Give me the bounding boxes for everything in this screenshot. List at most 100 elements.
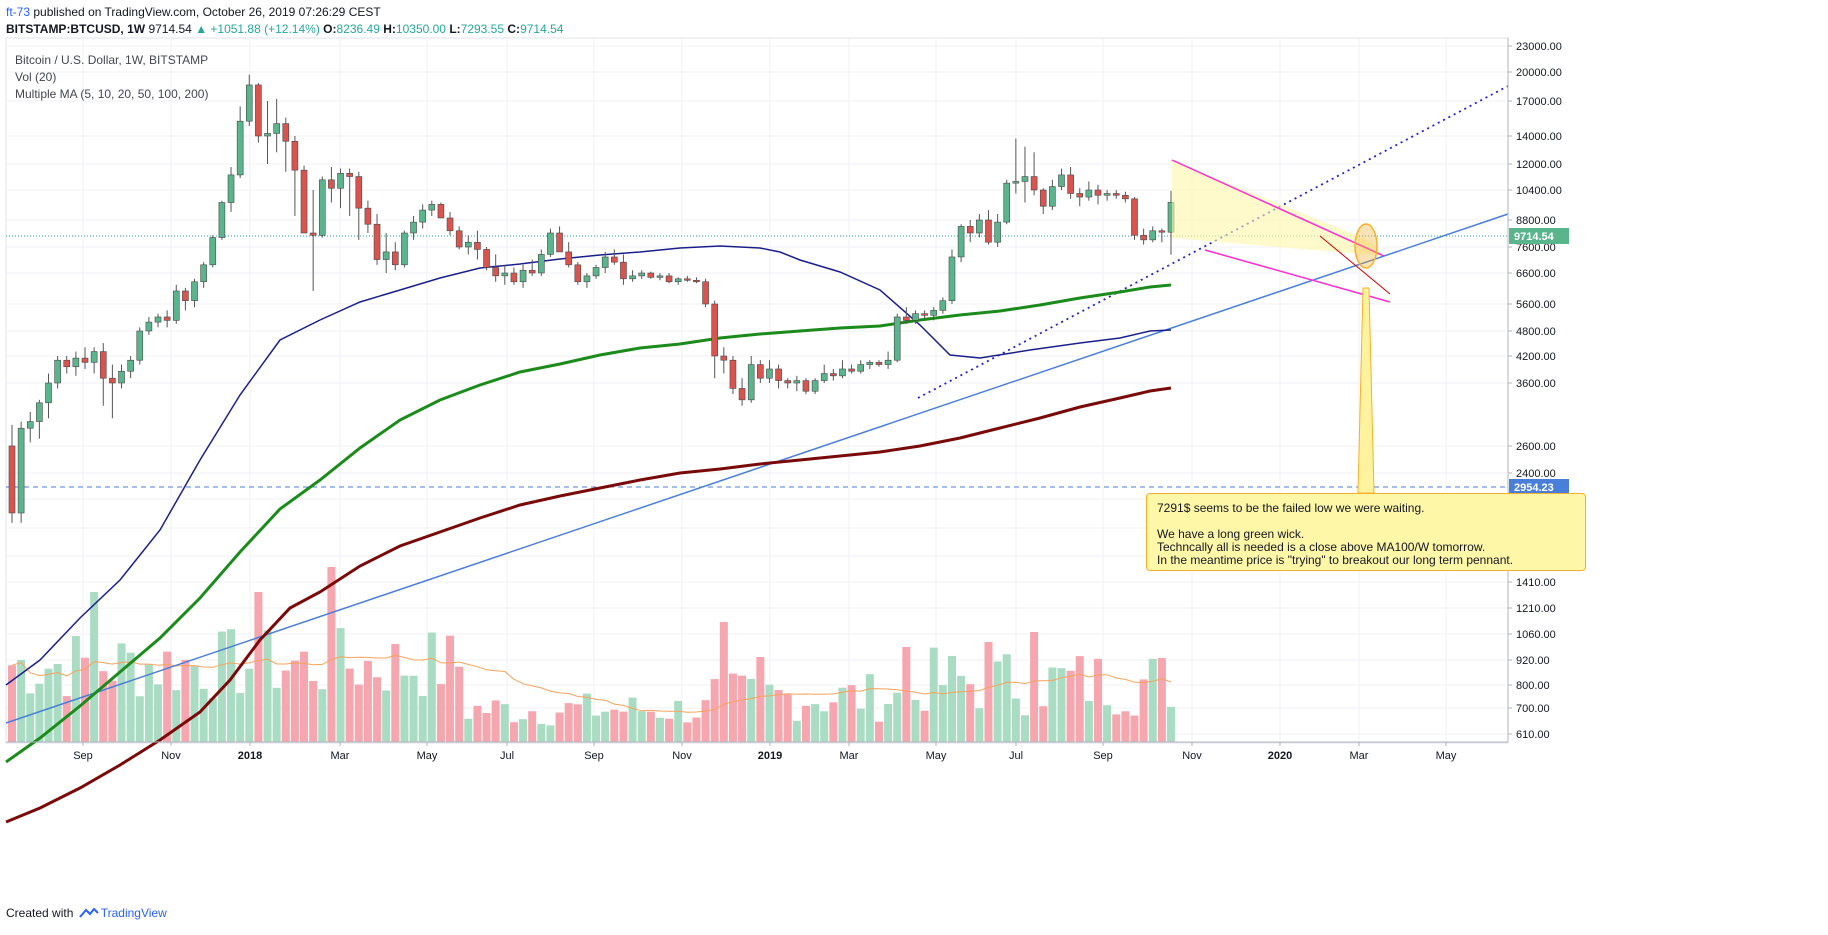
candle-body [1131,198,1138,236]
candle [1030,152,1038,196]
low-value: 7293.55 [460,22,505,36]
candle-body [519,269,527,283]
candle [747,356,755,403]
footer-credit: Created with TradingView [6,905,167,921]
candle-body [547,232,554,255]
candle [419,204,426,229]
candle-body [1085,189,1093,198]
candle [163,310,171,328]
candle [994,213,1001,247]
candle-body [528,269,536,274]
candle [501,264,509,285]
candle [611,249,618,265]
candle-body [738,388,746,401]
time-axis-label: Mar [331,750,350,762]
candle [1131,197,1138,240]
long-trend-line [5,213,1509,724]
ma-100-line [5,283,1172,764]
volume-bar [318,689,327,742]
candle [154,313,162,328]
candle [1012,138,1020,194]
candle-body [109,377,116,384]
candle [875,360,883,367]
volume-bar [1030,632,1039,742]
candle [857,360,865,374]
candle-body [912,313,919,321]
candle [1122,191,1129,203]
candle-body [976,219,983,234]
candle [63,356,71,374]
legend-ma: Multiple MA (5, 10, 20, 50, 100, 200) [15,87,209,101]
chart-legend: Bitcoin / U.S. Dollar, 1W, BITSTAMP Vol … [15,52,208,103]
volume-bar [418,696,427,742]
candle [437,202,445,219]
candle-body [1140,234,1147,241]
candle [1103,190,1111,201]
candle [893,313,901,363]
candle-body [474,241,481,250]
volume-bar [728,673,737,742]
volume-bar [144,664,153,742]
volume-bar [354,684,363,742]
legend-symbol-title: Bitcoin / U.S. Dollar, 1W, BITSTAMP [15,53,209,67]
legend-volume: Vol (20) [15,70,57,84]
current-price-flag-text: 9714.54 [1514,231,1555,243]
candle [957,224,965,263]
volume-bar [163,651,172,742]
candle-body [601,256,609,268]
volume-bar [1075,656,1084,742]
callout-annotation[interactable]: 7291$ seems to be the failed low we were… [1146,493,1586,571]
volume-bar [619,711,628,742]
candle-body [309,232,317,236]
candle [273,98,280,153]
candle-body [620,261,627,280]
volume-bar [966,684,975,742]
candle [510,267,518,285]
candle-body [875,362,883,365]
volume-bar [99,671,108,742]
candle-body [291,140,299,171]
candle-body [784,380,792,384]
candle-body [638,272,645,277]
candle-body [446,217,454,232]
candle-body [245,84,253,122]
candle [227,167,235,213]
volume-bar [181,659,190,742]
open-label: O: [323,22,337,36]
candle [145,316,153,335]
volume-bar [236,692,245,742]
candle [684,275,691,282]
candle [90,347,98,374]
volume-bar [592,715,601,742]
volume-ma [11,654,1172,713]
volume-bar [473,705,482,742]
candle-body [1149,230,1157,241]
volume-bar [263,630,272,742]
author-link[interactable]: ft-73 [6,5,31,19]
volume-bar [35,683,44,742]
candle [373,213,381,265]
price-axis-label: 610.00 [1516,729,1550,741]
volume-bar [820,711,829,742]
tradingview-brand-link[interactable]: TradingView [100,906,167,920]
volume-bar [938,685,947,742]
time-axis-label: Jul [1009,750,1023,762]
candle [702,278,709,308]
volume-bar [655,717,664,742]
candle-body [866,362,874,365]
time-axis-label: Sep [73,750,93,762]
time-axis-label: 2018 [238,750,262,762]
volume-bar [710,679,719,742]
time-axis-label: Nov [161,750,181,762]
candle-body [930,310,938,316]
annotation-line-4: In the meantime price is "trying" to bre… [1157,553,1514,567]
candle [1140,228,1147,245]
volume-bar [345,668,354,742]
volume-bar [400,675,409,742]
time-axis-label: May [926,750,947,762]
candle-body [884,359,892,365]
candle-body [464,241,472,248]
volume-bar [984,642,993,742]
